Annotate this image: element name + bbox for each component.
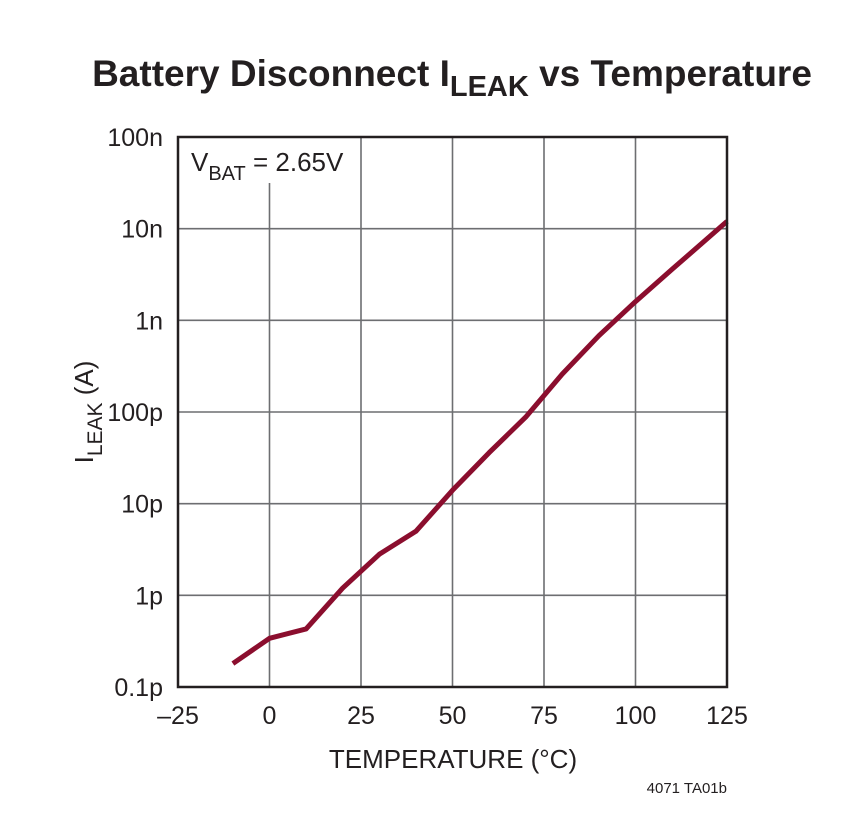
series-group xyxy=(231,219,729,666)
y-tick-label: 1n xyxy=(135,307,163,335)
y-tick-label: 10n xyxy=(121,216,163,244)
annotation-background xyxy=(180,137,350,183)
x-tick-label: 0 xyxy=(263,702,277,730)
chart-title-tail: vs Temperature xyxy=(529,53,812,94)
y-tick-labels: 0.1p 1p 10p 100p 1n 10n 100n xyxy=(107,124,163,702)
x-tick-label: 75 xyxy=(530,702,558,730)
annotation: VBAT = 2.65V xyxy=(180,137,350,185)
x-tick-label: 125 xyxy=(706,702,748,730)
y-tick-label: 1p xyxy=(135,582,163,610)
y-axis-label-main: I xyxy=(69,456,99,463)
figure-code: 4071 TA01b xyxy=(647,780,727,797)
y-axis-label-tail: (A) xyxy=(69,361,99,403)
x-tick-label: 50 xyxy=(439,702,467,730)
chart-title-subscript: LEAK xyxy=(450,71,529,103)
x-tick-labels: –25 0 25 50 75 100 125 xyxy=(157,702,748,730)
y-tick-label: 100n xyxy=(107,124,163,152)
grid xyxy=(177,136,728,688)
y-axis-label-subscript: LEAK xyxy=(84,402,107,456)
x-tick-label: 100 xyxy=(615,702,657,730)
x-tick-label: 25 xyxy=(347,702,375,730)
y-tick-label: 0.1p xyxy=(114,674,163,702)
y-axis-label: ILEAK (A) xyxy=(69,361,107,464)
chart-title: Battery Disconnect ILEAK vs Temperature xyxy=(92,53,812,103)
y-tick-label: 10p xyxy=(121,491,163,519)
annotation-text: VBAT = 2.65V xyxy=(191,147,344,185)
annotation-subscript: BAT xyxy=(208,163,245,185)
plot-frame xyxy=(176,135,729,689)
series-line xyxy=(231,219,729,666)
chart-title-main: Battery Disconnect I xyxy=(92,53,450,94)
x-tick-label: –25 xyxy=(157,702,199,730)
annotation-v: V xyxy=(191,147,209,177)
x-axis-label: TEMPERATURE (°C) xyxy=(329,744,577,774)
y-tick-label: 100p xyxy=(107,399,163,427)
annotation-tail: = 2.65V xyxy=(246,147,344,177)
